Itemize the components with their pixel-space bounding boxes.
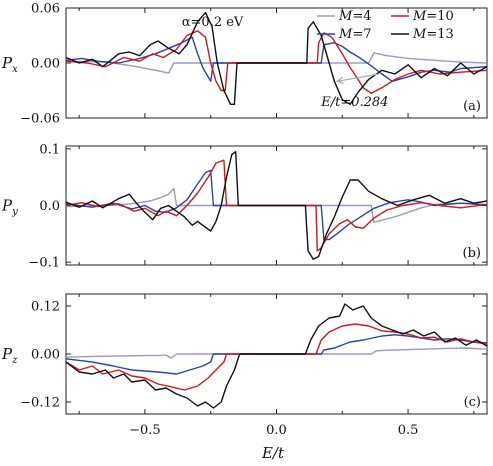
y-tick-label: −0.06 bbox=[20, 112, 60, 127]
legend-entry-value: =10 bbox=[426, 9, 453, 24]
panel-c: 0.12 0.00 −0.12 Pz (c) bbox=[1, 293, 488, 415]
y-axis-label: Pz bbox=[1, 345, 18, 366]
legend-entry-var: M bbox=[338, 27, 353, 42]
series-group bbox=[66, 303, 487, 409]
panel-label: (c) bbox=[464, 395, 481, 410]
legend-entry-value: =7 bbox=[352, 27, 371, 42]
y-tick-label: 0.06 bbox=[31, 2, 60, 17]
panel-b: 0.1 0.0 −0.1 Py (b) bbox=[1, 142, 488, 271]
energy-arrow-head bbox=[335, 76, 344, 84]
series-group bbox=[66, 11, 487, 105]
legend-entry-var: M bbox=[412, 9, 427, 24]
x-axis-label: E/t bbox=[261, 444, 285, 462]
legend-entry-var: M bbox=[338, 9, 353, 24]
panel-label: (a) bbox=[463, 99, 481, 114]
series-line-M13 bbox=[66, 11, 487, 105]
series-line-M13 bbox=[66, 303, 487, 409]
y-tick-label: 0.0 bbox=[39, 199, 60, 214]
x-tick-label: 0.5 bbox=[398, 423, 419, 438]
legend-entry-var: M bbox=[412, 27, 427, 42]
legend-entry: M=13 bbox=[412, 27, 454, 42]
series-line-M4 bbox=[66, 347, 487, 359]
y-axis-label: Px bbox=[1, 54, 18, 75]
x-tick-label: 0.0 bbox=[266, 423, 287, 438]
legend-entry-value: =13 bbox=[426, 27, 453, 42]
y-axis-label-subscript: z bbox=[11, 355, 18, 366]
alpha-annotation: α=0.2 eV bbox=[182, 15, 244, 30]
y-tick-label: 0.00 bbox=[31, 348, 60, 363]
y-axis-label-subscript: y bbox=[11, 207, 18, 218]
series-line-M4 bbox=[66, 187, 487, 224]
series-group bbox=[66, 151, 487, 260]
legend-entry-value: =4 bbox=[352, 9, 371, 24]
y-tick-label: 0.1 bbox=[39, 142, 60, 157]
legend-entry: M=10 bbox=[412, 9, 454, 24]
x-tick-labels: −0.5 0.0 0.5 bbox=[129, 423, 418, 438]
energy-arrow bbox=[336, 73, 380, 82]
series-line-M13 bbox=[66, 151, 487, 260]
y-axis-label-subscript: x bbox=[12, 64, 18, 75]
panel-label: (b) bbox=[463, 246, 481, 261]
legend-entry: M=4 bbox=[338, 9, 371, 24]
y-tick-label: −0.12 bbox=[20, 396, 60, 411]
energy-annotation: E/t=0.284 bbox=[320, 95, 388, 110]
legend: M=4 M=10M=7 M=13 bbox=[317, 9, 454, 42]
series-line-M7 bbox=[66, 334, 487, 375]
y-axis-label: Py bbox=[1, 197, 18, 218]
y-tick-label: −0.1 bbox=[28, 256, 60, 271]
y-tick-label: 0.00 bbox=[31, 57, 60, 72]
y-tick-label: 0.12 bbox=[31, 300, 60, 315]
legend-entry: M=7 bbox=[338, 27, 371, 42]
x-tick-label: −0.5 bbox=[129, 423, 161, 438]
